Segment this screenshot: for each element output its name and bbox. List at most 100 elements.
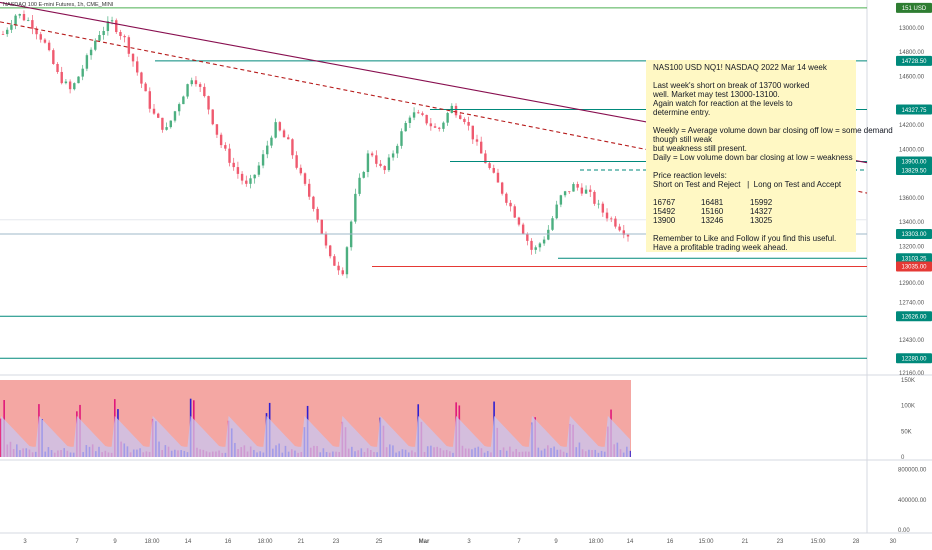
candle-body	[605, 212, 609, 219]
candle-body	[463, 118, 466, 123]
price-tick-label: 13600.00	[899, 196, 925, 202]
candle-body	[622, 230, 626, 235]
candle-body	[47, 42, 51, 51]
candle-body	[144, 83, 147, 92]
price-tag-label: 14728.50	[901, 59, 927, 65]
candle-body	[333, 256, 336, 266]
note-line: Last week's short on break of 13700 work…	[653, 81, 810, 90]
candle-body	[131, 53, 135, 62]
price-tag-label: 12280.00	[901, 356, 927, 362]
candle-body	[429, 123, 433, 127]
time-tick-label: 21	[298, 539, 305, 545]
note-level-value: 15992	[750, 198, 773, 207]
time-tick-label: 15:00	[698, 539, 714, 545]
note-line: Have a profitable trading week ahead.	[653, 243, 788, 252]
candle-body	[18, 14, 21, 16]
price-tick-label: 14000.00	[899, 147, 925, 153]
candle-body	[1, 34, 5, 35]
candle-body	[169, 120, 172, 128]
candle-body	[442, 122, 445, 129]
candle-body	[425, 114, 428, 124]
note-level-value: 15160	[701, 207, 724, 216]
candle-body	[484, 153, 487, 164]
note-line	[653, 162, 851, 171]
note-line: Price reaction levels:	[653, 171, 727, 180]
lower-pane-tick-label: 800000.00	[898, 468, 927, 474]
candle-body	[224, 145, 227, 149]
candle-body	[526, 234, 529, 241]
candle-body	[479, 141, 483, 154]
candle-body	[56, 63, 59, 72]
note-level-value: 16767	[653, 198, 676, 207]
time-tick-label: 23	[333, 539, 340, 545]
price-tag-label: 13103.25	[901, 256, 927, 262]
time-tick-label: 9	[554, 539, 558, 545]
candle-body	[266, 145, 269, 155]
note-line: Remember to Like and Follow if you find …	[653, 234, 837, 243]
candle-body	[106, 21, 110, 31]
candle-body	[190, 80, 193, 85]
time-tick-label: 18:00	[588, 539, 604, 545]
candle-body	[626, 234, 630, 237]
candle-body	[140, 72, 143, 84]
candle-body	[337, 265, 340, 271]
time-tick-label: 7	[517, 539, 521, 545]
candle-body	[89, 49, 93, 56]
candle-body	[186, 84, 189, 97]
candle-body	[576, 184, 579, 188]
candle-body	[257, 165, 261, 175]
lower-pane-tick-label: 400000.00	[898, 498, 927, 504]
candle-body	[538, 243, 542, 248]
time-tick-label: 16	[667, 539, 674, 545]
note-line	[653, 117, 851, 126]
candle-body	[203, 86, 206, 97]
candle-body	[119, 32, 122, 37]
note-level-row: 13900 13246 13025	[653, 216, 851, 225]
candle-body	[165, 127, 168, 130]
candle-body	[412, 112, 416, 118]
note-level-value: 15492	[653, 207, 676, 216]
note-level-row: 16767 16481 15992	[653, 198, 851, 207]
price-tag	[896, 311, 932, 322]
candle-body	[521, 224, 525, 235]
candle-body	[303, 173, 307, 184]
candle-body	[211, 109, 214, 125]
candle-body	[98, 35, 101, 41]
time-tick-label: 15:00	[810, 539, 826, 545]
candle-body	[173, 111, 177, 121]
candle-body	[35, 28, 38, 35]
price-tick-label: 14200.00	[899, 123, 925, 129]
time-tick-label: 23	[777, 539, 784, 545]
candle-body	[551, 218, 554, 230]
price-tag-label: 12626.00	[901, 314, 927, 320]
price-tag	[896, 2, 932, 13]
candle-body	[597, 203, 600, 205]
axes: 13000.00 14800.00 14600.00 14200.00 14000.00…	[23, 26, 927, 545]
candle-body	[312, 196, 315, 209]
note-lines: NAS100 USD NQ1! NASDAQ 2022 Mar 14 week L…	[653, 63, 893, 198]
candle-body	[270, 137, 273, 146]
note-line: Weekly = Average volume down bar closing…	[653, 126, 893, 135]
candle-body	[345, 247, 349, 275]
candle-body	[454, 105, 458, 116]
candle-body	[324, 234, 328, 246]
candle-body	[157, 113, 160, 118]
candle-body	[446, 112, 449, 123]
price-tick-label: 12900.00	[899, 281, 925, 287]
price-tick-label: 12740.00	[899, 300, 925, 306]
note-line: NAS100 USD NQ1! NASDAQ 2022 Mar 14 week	[653, 63, 827, 72]
candle-body	[391, 153, 395, 158]
candle-body	[370, 153, 374, 156]
candle-body	[81, 68, 84, 77]
candle-body	[488, 163, 491, 168]
candle-body	[421, 113, 424, 115]
candle-body	[194, 80, 198, 85]
candle-body	[396, 145, 399, 154]
candle-body	[291, 139, 294, 156]
candle-body	[366, 153, 370, 172]
volume-average-area	[1, 415, 630, 457]
candle-body	[94, 40, 97, 50]
price-labels: 151 USD 14728.50 14327.75 13900.00 13829.50 1…	[896, 2, 932, 364]
candle-body	[261, 154, 265, 166]
note-line	[653, 189, 851, 198]
